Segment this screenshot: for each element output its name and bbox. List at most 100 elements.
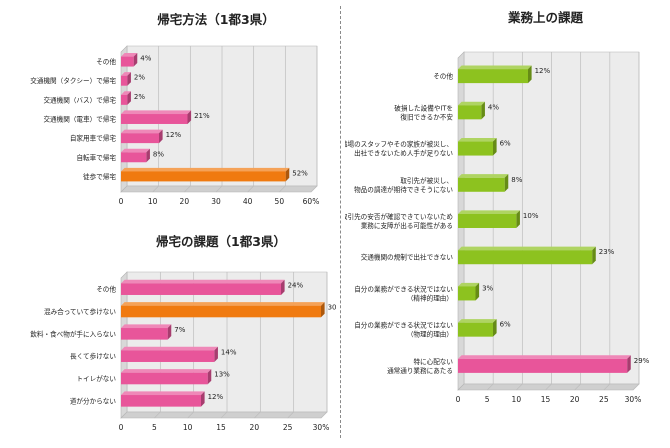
c3-bar-face (458, 177, 505, 192)
c2-tick-label: 15 (216, 423, 226, 432)
panel-divider (340, 6, 341, 438)
c2-title: 帰宅の課題（1都3県） (156, 234, 286, 249)
c3-bar-side (475, 282, 480, 301)
c2-bar-face (121, 305, 321, 318)
c3-bar-side (504, 174, 509, 192)
c3-category-label: その他 (433, 72, 453, 81)
c2-gridline (320, 272, 328, 419)
c2-tick-label: 0 (119, 423, 124, 432)
c3-bar-side (493, 319, 497, 337)
c3-bar-top (458, 319, 497, 323)
c3-bar-top (458, 355, 631, 359)
c3-bar (458, 137, 497, 156)
c1-bar (121, 148, 150, 163)
c1-tick-label: 50 (275, 197, 285, 206)
c1-bar-face (121, 133, 159, 144)
c2-value-label: 7% (174, 326, 185, 334)
c1-bar-face (121, 171, 286, 182)
c3-category-label: 職場のスタッフやその家族が被災し、 (345, 140, 453, 149)
c3-bar-side (627, 355, 631, 373)
c2-bar-side (167, 324, 172, 340)
c1-bar-side (146, 148, 150, 163)
c1-value-label: 12% (166, 131, 182, 139)
c2-gridline (187, 272, 195, 419)
c3-bar-top (458, 282, 480, 287)
c3-tick-label: 30% (625, 395, 642, 404)
c1-bar-top (121, 110, 192, 115)
c3-value-label: 4% (488, 103, 499, 111)
c2-gridline (154, 272, 161, 419)
c3-bar (458, 65, 532, 84)
c3-bar-top (458, 174, 509, 178)
c3-category-label: 破損した設備やITを (394, 103, 453, 112)
c1-bar-face (121, 114, 188, 124)
c2-gridline (220, 272, 228, 419)
c2-category-label: 長くて歩けない (70, 352, 116, 361)
c3-gridline (574, 52, 582, 391)
c3-title: 業務上の課題 (507, 10, 584, 25)
c3-gridline (486, 52, 494, 391)
c3-bar-face (458, 358, 628, 373)
c1-bar-top (121, 129, 163, 134)
c2-category-label: 道が分からない (70, 396, 117, 405)
c1-tick-label: 30 (211, 197, 221, 206)
c1-value-label: 4% (140, 55, 151, 63)
c3-bar (458, 174, 509, 192)
chart-return-issues-svg: 帰宅の課題（1都3県） 0 5 10 15 20 25 30% 24% その他 30% 混み合っていて… (30, 234, 343, 432)
c1-bar (121, 129, 163, 144)
c3-gridline (545, 52, 552, 391)
c1-bar-side (187, 110, 192, 124)
c1-bar-face (121, 152, 147, 163)
c3-category-label: 物品の調達が期待できそうにない (354, 185, 453, 194)
c1-bar-side (127, 72, 131, 86)
c3-value-label: 29% (634, 357, 650, 365)
c2-category-label: 飲料・食べ物が手に入らない (30, 329, 116, 338)
c3-value-label: 6% (500, 321, 511, 329)
c3-gridline (603, 52, 611, 391)
c2-bar-top (121, 324, 172, 329)
c1-tick-label: 60% (303, 197, 320, 206)
c2-bar-side (214, 346, 218, 362)
c3-category-label: （精神的理由） (407, 293, 453, 302)
c1-gridline (310, 46, 318, 193)
c2-tick-label: 10 (183, 423, 193, 432)
c3-category-label: 自分の業務ができる状況ではない (354, 321, 453, 330)
c3-bar-face (458, 250, 593, 265)
c1-bar-face (121, 56, 134, 67)
c1-tick-label: 0 (119, 197, 124, 206)
c1-category-label: その他 (96, 57, 116, 66)
c3-bar-face (458, 105, 482, 120)
c1-title: 帰宅方法（1都3県） (157, 12, 274, 27)
chart-return-method: 帰宅方法（1都3県） 0 10 20 30 40 50 60% 4% その他 2% 交通機関（タクシー… (0, 0, 336, 222)
c3-tick-label: 0 (456, 395, 461, 404)
c1-gridline (184, 46, 191, 193)
c2-bar (121, 324, 172, 340)
c2-bar-top (121, 279, 285, 284)
chart-return-issues: 帰宅の課題（1都3県） 0 5 10 15 20 25 30% 24% その他 30% 混み合っていて… (0, 222, 343, 444)
c3-category-label: 交通機関の規制で出社できない (361, 253, 454, 262)
c1-bar-side (285, 167, 290, 182)
c1-value-label: 52% (292, 169, 308, 177)
c1-tick-label: 40 (243, 197, 253, 206)
c1-gridline (215, 46, 223, 193)
c3-bar-top (458, 137, 497, 142)
c2-bar-face (121, 328, 168, 340)
c3-category-label: 特に心配ない (413, 357, 453, 366)
c2-bar-face (121, 372, 208, 385)
c3-bar-face (458, 69, 528, 84)
c1-gridline (247, 46, 255, 193)
c3-category-label: 出社できないため人手が足りない (354, 149, 453, 158)
c1-bar-face (121, 94, 128, 105)
c1-bar-top (121, 167, 290, 172)
c3-tick-label: 25 (599, 395, 609, 404)
c3-value-label: 23% (599, 248, 615, 256)
c1-bar-side (133, 52, 138, 67)
c3-bar (458, 210, 520, 228)
c1-category-label: 交通機関（タクシー）で帰宅 (30, 76, 116, 85)
c1-gridline (279, 46, 286, 193)
c2-bar-side (201, 391, 205, 407)
c2-bar-top (121, 346, 218, 351)
c2-tick-label: 30% (313, 423, 330, 432)
c2-bar (121, 302, 325, 318)
c2-tick-label: 20 (250, 423, 260, 432)
